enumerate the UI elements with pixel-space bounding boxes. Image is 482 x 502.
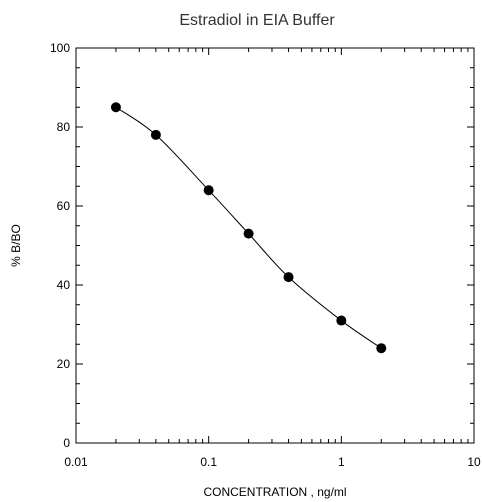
plot-frame (75, 47, 475, 444)
data-point (110, 102, 121, 113)
y-tick-label: 40 (57, 278, 71, 292)
x-tick-label: 10 (467, 455, 481, 469)
y-tick-label: 80 (57, 120, 71, 134)
y-tick-label: 60 (57, 199, 71, 213)
series-line (115, 106, 382, 349)
data-point (283, 272, 294, 283)
tick-labels: 0 20 40 60 80 100 0.01 0.1 1 10 (50, 41, 481, 469)
y-tick-label: 0 (63, 436, 70, 450)
data-point (336, 315, 347, 326)
y-tick-label: 100 (50, 41, 70, 55)
x-axis-label: CONCENTRATION , ng/ml (203, 485, 346, 499)
y-tick-label: 20 (57, 357, 71, 371)
data-point (150, 129, 161, 140)
data-point (203, 185, 214, 196)
x-tick-label: 0.01 (64, 455, 88, 469)
x-tick-label: 0.1 (200, 455, 217, 469)
chart-title: Estradiol in EIA Buffer (179, 12, 335, 29)
y-axis-label: % B/BO (9, 224, 23, 267)
data-points (110, 102, 387, 354)
data-point (243, 228, 254, 239)
x-tick-label: 1 (338, 455, 345, 469)
axis-ticks (75, 47, 474, 444)
data-point (376, 343, 387, 354)
